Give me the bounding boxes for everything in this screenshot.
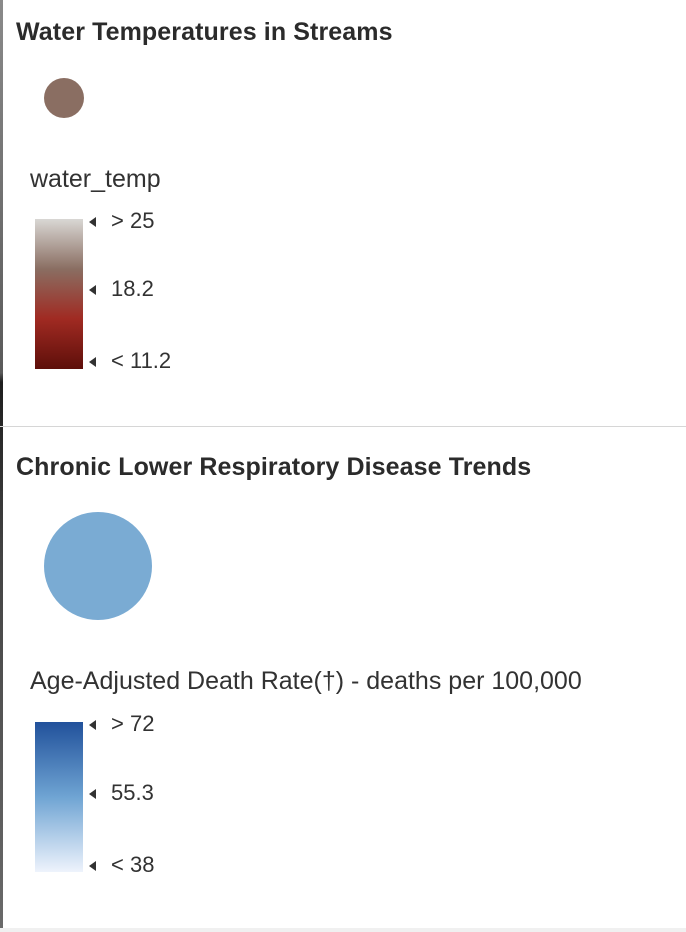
panel-bottom-edge xyxy=(0,928,686,932)
tick-marker-icon xyxy=(89,285,96,295)
tick-marker-icon xyxy=(89,720,96,730)
color-ramp xyxy=(35,219,83,369)
ramp-label-mid: 55.3 xyxy=(89,781,154,805)
field-label: Age-Adjusted Death Rate(†) - deaths per … xyxy=(30,667,582,695)
panel-left-edge xyxy=(0,0,3,932)
point-symbol-swatch xyxy=(44,512,152,620)
ramp-label-low: < 11.2 xyxy=(89,349,171,373)
field-label: water_temp xyxy=(30,165,161,193)
ramp-label-high: > 72 xyxy=(89,712,154,736)
tick-marker-icon xyxy=(89,357,96,367)
point-symbol-swatch xyxy=(44,78,84,118)
legend-layer-water-temperatures: Water Temperatures in Streams water_temp… xyxy=(0,0,686,426)
ramp-label-high: > 25 xyxy=(89,209,154,233)
tick-marker-icon xyxy=(89,789,96,799)
ramp-label-mid: 18.2 xyxy=(89,277,154,301)
layer-title: Water Temperatures in Streams xyxy=(16,18,393,46)
layer-divider xyxy=(0,426,686,427)
layer-title: Chronic Lower Respiratory Disease Trends xyxy=(16,453,532,481)
color-ramp xyxy=(35,722,83,872)
tick-marker-icon xyxy=(89,217,96,227)
tick-marker-icon xyxy=(89,861,96,871)
ramp-label-low: < 38 xyxy=(89,853,154,877)
legend-layer-respiratory-disease: Chronic Lower Respiratory Disease Trends… xyxy=(0,427,686,932)
